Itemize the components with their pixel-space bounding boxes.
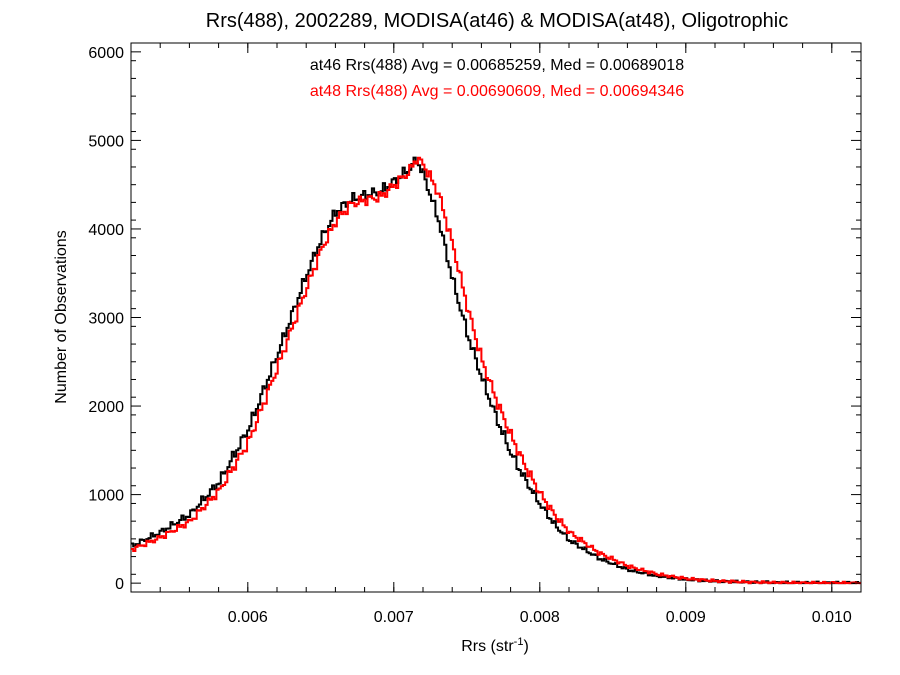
y-tick-label: 2000	[88, 399, 124, 416]
tick-layer: 0.006 0.007 0.008 0.009 0.010 0 1000 2000 3000 40…	[88, 42, 862, 626]
series-line-1	[131, 156, 861, 585]
series-layer	[131, 156, 862, 585]
x-tick-label: 0.007	[374, 609, 414, 626]
y-tick-label: 0	[115, 576, 124, 593]
x-tick-label: 0.006	[228, 609, 268, 626]
x-axis-label-main: Rrs (str	[461, 638, 514, 655]
plot-frame	[130, 42, 862, 593]
stats-at46: at46 Rrs(488) Avg = 0.00685259, Med = 0.…	[310, 57, 684, 74]
y-axis-label: Number of Observations	[53, 230, 70, 403]
stats-at48: at48 Rrs(488) Avg = 0.00690609, Med = 0.…	[310, 83, 684, 100]
x-tick-label: 0.010	[812, 609, 852, 626]
x-axis-label-end: )	[523, 638, 528, 655]
y-tick-label: 3000	[88, 311, 124, 328]
y-tick-label: 5000	[88, 133, 124, 150]
x-tick-label: 0.008	[520, 609, 560, 626]
x-tick-label: 0.009	[666, 609, 706, 626]
series-line-0	[131, 156, 862, 585]
chart-title: Rrs(488), 2002289, MODISA(at46) & MODISA…	[206, 10, 788, 32]
y-tick-label: 4000	[88, 222, 124, 239]
y-tick-label: 1000	[88, 488, 124, 505]
x-axis-label: Rrs (str-1)	[461, 636, 529, 655]
y-tick-label: 6000	[88, 45, 124, 62]
x-axis-label-sup: -1	[514, 636, 524, 648]
